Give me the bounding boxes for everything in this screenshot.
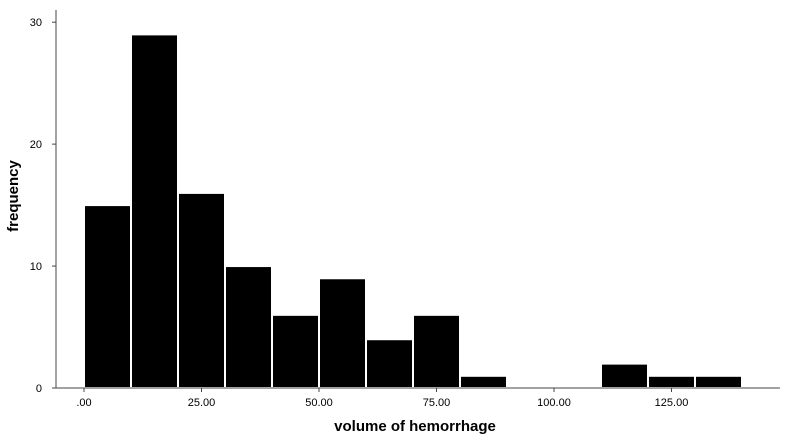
- histogram-bar: [318, 277, 367, 389]
- y-tick-label: 0: [36, 383, 42, 395]
- histogram-bar: [130, 33, 179, 390]
- x-axis-ticks: .00 25.00 50.00 75.00 100.00 125.00: [76, 388, 688, 409]
- histogram-bar: [412, 313, 461, 390]
- y-tick-label: 10: [30, 261, 42, 273]
- x-tick-label: 100.00: [537, 397, 571, 409]
- x-tick-label: .00: [76, 397, 91, 409]
- histogram-bar: [694, 374, 743, 390]
- y-axis-title: frequency: [5, 160, 22, 232]
- histogram-bar: [600, 362, 649, 390]
- x-axis-title: volume of hemorrhage: [334, 418, 496, 435]
- histogram-bar: [83, 204, 132, 389]
- y-tick-label: 20: [30, 139, 42, 151]
- histogram-bar: [459, 374, 508, 390]
- histogram-bar: [224, 265, 273, 389]
- x-tick-label: 50.00: [305, 397, 333, 409]
- histogram-bar: [647, 374, 696, 390]
- histogram-bars: [83, 33, 743, 390]
- histogram-bar: [177, 191, 226, 389]
- histogram-bar: [271, 313, 320, 390]
- histogram-bar: [365, 338, 414, 389]
- y-tick-label: 30: [30, 17, 42, 29]
- x-tick-label: 25.00: [188, 397, 216, 409]
- x-tick-label: 75.00: [423, 397, 451, 409]
- y-axis-ticks: 0 10 20 30: [30, 17, 56, 395]
- x-tick-label: 125.00: [655, 397, 689, 409]
